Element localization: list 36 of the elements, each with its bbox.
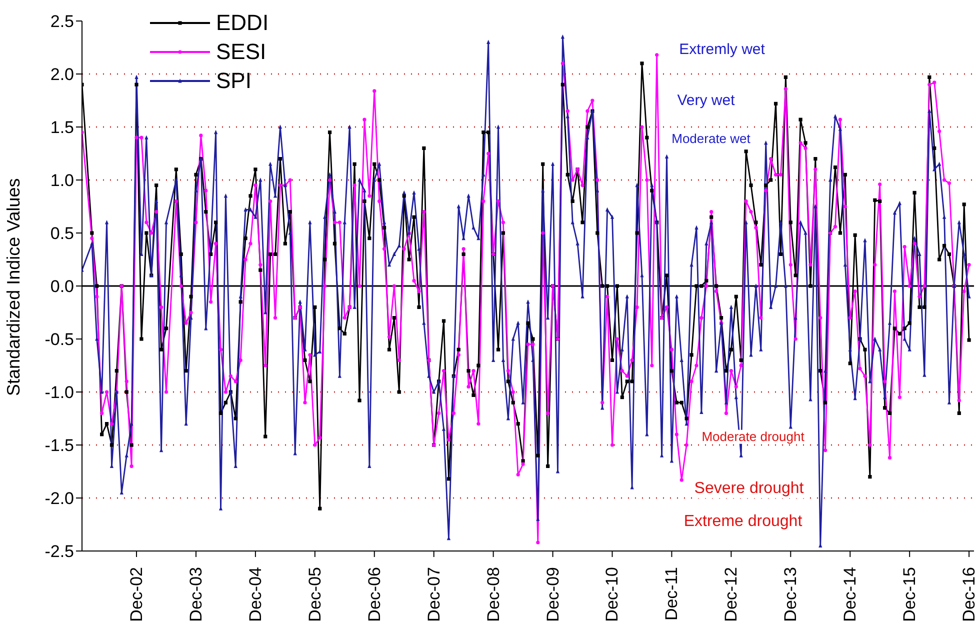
x-tick-label: Dec-12 [722, 567, 741, 622]
y-tick-label: 1.0 [50, 171, 74, 190]
x-tick-label: Dec-06 [364, 567, 384, 622]
y-axis-title: Standardized Indice Values [3, 178, 24, 396]
y-tick-label: -1.5 [44, 436, 74, 456]
x-tick-label: Dec-08 [484, 567, 503, 622]
legend-label: SPI [216, 68, 252, 94]
x-tick-label: Dec-11 [662, 567, 682, 621]
annotation: Very wet [675, 92, 737, 110]
x-tick-label: Dec-15 [900, 567, 920, 622]
y-tick-label: 2.5 [50, 12, 74, 32]
x-tick-label: Dec-10 [602, 567, 622, 622]
y-tick-label: 1.5 [50, 118, 74, 138]
annotation: Severe drought [692, 480, 806, 498]
legend-label: EDDI [216, 10, 269, 36]
y-tick-label: 0.5 [50, 224, 74, 244]
x-tick-label: Dec-09 [543, 567, 562, 622]
x-tick-label: Dec-03 [186, 567, 206, 622]
annotation: Moderate drought [700, 428, 806, 444]
y-tick-label: -2.5 [44, 542, 74, 562]
x-tick-label: Dec-14 [840, 567, 860, 622]
annotation: Extremly wet [677, 40, 767, 58]
x-tick-label: Dec-05 [305, 567, 324, 622]
x-tick-label: Dec-16 [960, 567, 976, 622]
x-tick-label: Dec-04 [246, 567, 265, 622]
y-tick-label: 0.0 [50, 277, 74, 296]
y-tick-label: -1.0 [44, 383, 74, 402]
x-tick-label: Dec-13 [781, 567, 800, 622]
y-tick-label: 2.0 [50, 65, 74, 84]
x-tick-label: Dec-02 [127, 567, 146, 622]
annotation: Extreme drought [682, 513, 804, 531]
y-tick-label: -2.0 [44, 489, 74, 508]
annotation: Moderate wet [670, 130, 752, 146]
legend-label: SESI [216, 38, 266, 64]
x-tick-label: Dec-07 [424, 567, 444, 622]
y-tick-label: -0.5 [44, 330, 74, 350]
